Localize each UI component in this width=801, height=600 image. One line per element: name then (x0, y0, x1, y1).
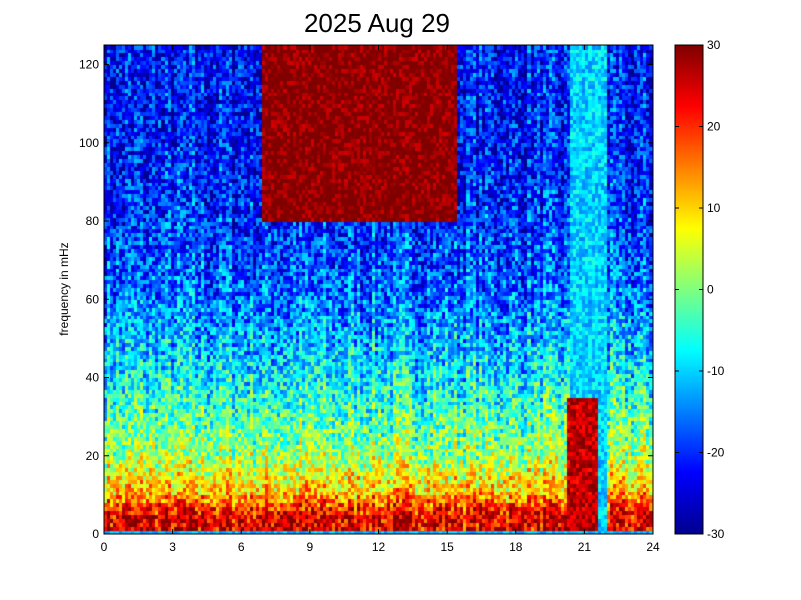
x-tick-label: 15 (440, 540, 454, 554)
y-tick-label: 60 (86, 292, 100, 306)
y-tick-label: 100 (79, 136, 99, 150)
colorbar-tick-label: -20 (707, 446, 725, 460)
x-tick-label: 6 (238, 540, 245, 554)
x-tick-label: 12 (372, 540, 386, 554)
y-tick-label: 0 (92, 527, 99, 541)
y-tick-label: 120 (79, 58, 99, 72)
colorbar-tick-label: -30 (707, 527, 725, 541)
y-tick-label: 20 (86, 449, 100, 463)
colorbar-tick-label: -10 (707, 364, 725, 378)
colorbar-holder (675, 45, 703, 534)
chart-title: 2025 Aug 29 (304, 8, 450, 38)
colorbar-gradient (675, 45, 703, 534)
y-tick-label: 80 (86, 214, 100, 228)
colorbar-tick-label: 30 (707, 38, 721, 52)
x-tick-label: 0 (101, 540, 108, 554)
y-axis: 0 20 40 60 80 100 120 (79, 58, 653, 541)
x-tick-label: 18 (509, 540, 523, 554)
colorbar-axis: -30 -20 -10 0 10 20 30 (675, 38, 725, 541)
x-tick-label: 21 (578, 540, 592, 554)
x-tick-label: 9 (307, 540, 314, 554)
colorbar-tick-label: 10 (707, 201, 721, 215)
x-axis: 0 3 6 9 12 15 18 21 24 (101, 45, 660, 554)
colorbar-tick-label: 20 (707, 120, 721, 134)
x-tick-label: 3 (169, 540, 176, 554)
heatmap-canvas-holder (104, 45, 653, 534)
heatmap-cells (104, 45, 653, 534)
y-axis-label: frequency in mHz (57, 242, 71, 335)
y-tick-label: 40 (86, 371, 100, 385)
colorbar-tick-label: 0 (707, 283, 714, 297)
x-tick-label: 24 (646, 540, 660, 554)
